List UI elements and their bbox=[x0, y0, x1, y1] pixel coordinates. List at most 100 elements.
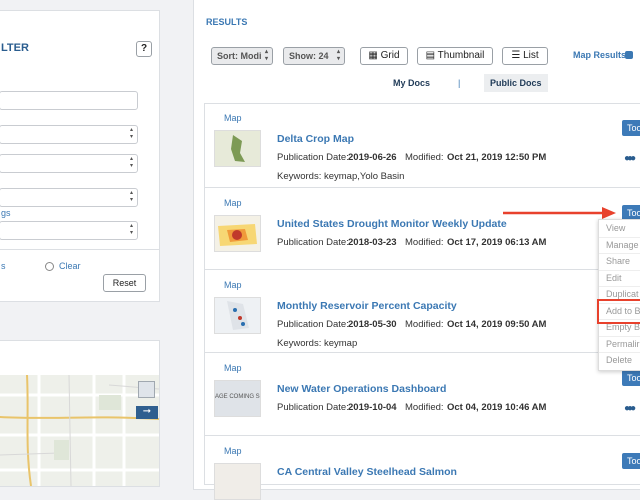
annotation-arrow bbox=[503, 207, 616, 219]
map-panel: ➞ bbox=[0, 340, 160, 487]
results-list bbox=[204, 103, 640, 485]
mod-label: Modified: bbox=[405, 402, 444, 413]
pub-date: 2018-03-23 bbox=[348, 237, 397, 248]
item-title[interactable]: CA Central Valley Steelhead Salmon bbox=[277, 466, 457, 478]
text-input[interactable] bbox=[0, 91, 138, 110]
clear-link[interactable]: Clear bbox=[59, 261, 81, 271]
item-title[interactable]: Delta Crop Map bbox=[277, 133, 355, 145]
item-title[interactable]: United States Drought Monitor Weekly Upd… bbox=[277, 218, 507, 230]
thumbnail bbox=[214, 463, 261, 500]
grid-button[interactable]: ▦ Grid bbox=[360, 47, 408, 65]
mod-label: Modified: bbox=[405, 152, 444, 163]
mod-label: Modified: bbox=[405, 319, 444, 330]
menu-item[interactable]: Empty B bbox=[606, 322, 640, 332]
modified: Oct 14, 2019 09:50 AM bbox=[447, 319, 547, 330]
tab-my-docs[interactable]: My Docs bbox=[393, 78, 431, 88]
layer-button[interactable]: ➞ bbox=[136, 406, 158, 419]
map bbox=[0, 375, 159, 486]
menu-item[interactable]: Add to B bbox=[606, 305, 640, 316]
modified: Oct 17, 2019 06:13 AM bbox=[447, 237, 547, 248]
share-icon: ●●● bbox=[624, 153, 636, 164]
menu-item[interactable]: Permalir bbox=[606, 338, 640, 349]
thumbnail-image bbox=[215, 464, 260, 499]
tools-button[interactable]: Too bbox=[622, 370, 640, 386]
view-label: Thumbnail bbox=[437, 50, 485, 61]
separator bbox=[205, 352, 640, 353]
item-title[interactable]: New Water Operations Dashboard bbox=[277, 383, 447, 395]
select[interactable] bbox=[0, 154, 138, 173]
select[interactable] bbox=[0, 221, 138, 240]
tab-separator: | bbox=[458, 78, 461, 88]
select[interactable] bbox=[0, 125, 138, 144]
filter-title: LTER bbox=[1, 42, 29, 54]
separator bbox=[205, 187, 640, 188]
item-type: Map bbox=[224, 198, 242, 208]
menu-divider bbox=[599, 269, 640, 271]
tools-button[interactable]: Too bbox=[622, 120, 640, 136]
thumbnail-image bbox=[215, 298, 260, 333]
select[interactable] bbox=[0, 188, 138, 207]
share-icon: ●●● bbox=[624, 403, 636, 414]
menu-item[interactable]: Delete bbox=[606, 355, 633, 365]
thumbnail-button[interactable]: ▤ Thumbnail bbox=[417, 47, 493, 65]
sort-label: Sort: Modi bbox=[217, 51, 262, 61]
option-link[interactable]: s bbox=[1, 261, 6, 271]
sort-select[interactable]: Sort: Modi bbox=[211, 47, 273, 65]
list-button[interactable]: ☰ List bbox=[502, 47, 548, 65]
pub-label: Publication Date: bbox=[277, 402, 349, 413]
view-label: List bbox=[523, 50, 539, 61]
item-type: Map bbox=[224, 113, 242, 123]
reset-button[interactable]: Reset bbox=[103, 274, 146, 292]
map-results-checkbox[interactable] bbox=[625, 51, 633, 59]
highlight-box bbox=[597, 299, 640, 324]
checkbox[interactable] bbox=[45, 262, 54, 271]
menu-item[interactable]: Share bbox=[606, 256, 631, 266]
separator bbox=[205, 435, 640, 436]
modified: Oct 21, 2019 12:50 PM bbox=[447, 152, 547, 163]
menu-divider bbox=[599, 236, 640, 238]
tab-public-docs[interactable]: Public Docs bbox=[484, 74, 548, 92]
page: {"filter": {"title": "LTER", "help": "?"… bbox=[0, 0, 640, 480]
thumbnail-image bbox=[215, 216, 260, 251]
menu-divider bbox=[599, 286, 640, 287]
thumbnail bbox=[214, 297, 261, 334]
map-results-label[interactable]: Map Results bbox=[573, 50, 627, 60]
keywords: Keywords: keymap bbox=[277, 338, 358, 349]
thumbnail-image bbox=[215, 131, 260, 166]
thumbnail bbox=[214, 215, 261, 252]
menu-item[interactable]: View bbox=[606, 223, 626, 233]
thumbnail: AGE COMING SOO bbox=[214, 380, 261, 417]
tools-button[interactable]: Too bbox=[622, 205, 640, 221]
tools-button[interactable]: Too bbox=[622, 453, 640, 469]
item-title[interactable]: Monthly Reservoir Percent Capacity bbox=[277, 300, 457, 312]
thumbnail-image bbox=[215, 381, 260, 416]
separator bbox=[205, 269, 640, 270]
menu-divider bbox=[599, 352, 640, 353]
show-select[interactable]: Show: 24 bbox=[283, 47, 345, 65]
menu-divider bbox=[599, 302, 640, 304]
thumbnail-text: AGE COMING SOO bbox=[215, 394, 260, 400]
expand-button[interactable] bbox=[138, 381, 155, 398]
mod-label: Modified: bbox=[405, 237, 444, 248]
item-type: Map bbox=[224, 280, 242, 290]
divider bbox=[0, 249, 159, 250]
menu-item[interactable]: Manage bbox=[606, 239, 639, 250]
link[interactable]: gs bbox=[1, 208, 11, 218]
modified: Oct 04, 2019 10:46 AM bbox=[447, 402, 547, 413]
menu-item[interactable]: Duplicat bbox=[606, 289, 639, 299]
pub-label: Publication Date: bbox=[277, 319, 349, 330]
menu-divider bbox=[599, 335, 640, 337]
item-type: Map bbox=[224, 446, 242, 456]
pub-date: 2018-05-30 bbox=[348, 319, 397, 330]
filter-panel: LTER ? gs s Clear Reset bbox=[0, 10, 160, 302]
item-type: Map bbox=[224, 363, 242, 373]
pub-label: Publication Date: bbox=[277, 237, 349, 248]
menu-divider bbox=[599, 253, 640, 254]
results-heading: RESULTS bbox=[206, 17, 248, 27]
pub-date: 2019-10-04 bbox=[348, 402, 397, 413]
help-button[interactable]: ? bbox=[136, 41, 152, 57]
dropdown-menu bbox=[598, 219, 640, 371]
show-label: Show: 24 bbox=[289, 51, 329, 61]
menu-item[interactable]: Edit bbox=[606, 272, 622, 283]
menu-divider bbox=[599, 319, 640, 320]
